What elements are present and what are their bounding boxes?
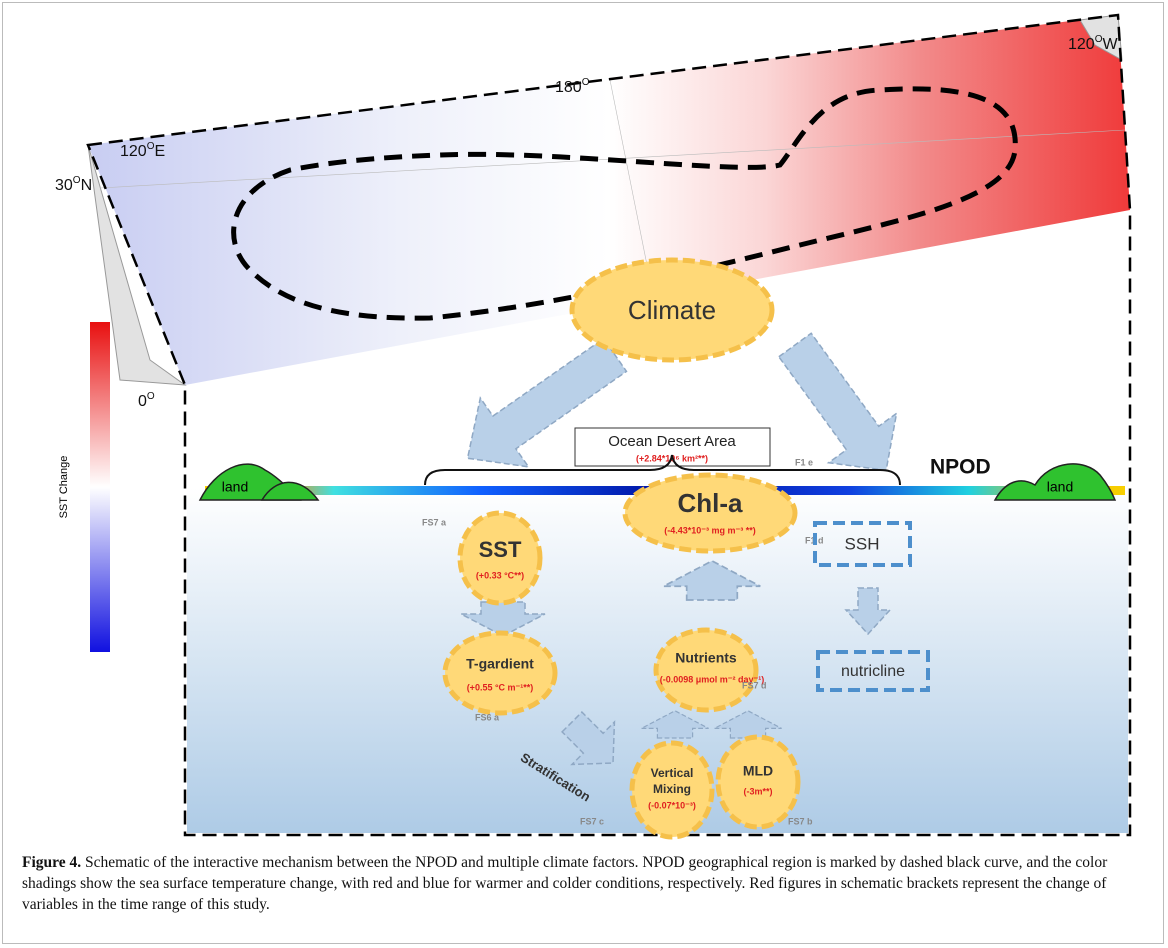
colorbar-label: SST Change <box>58 456 70 519</box>
land-label: land <box>1047 479 1073 495</box>
dashed-frame <box>86 13 1132 837</box>
deg: 120 <box>1068 36 1095 53</box>
sst-node <box>457 510 543 606</box>
ref-label: FS7 b <box>788 816 813 826</box>
lon-label: 120OW <box>1068 34 1118 54</box>
ref-label: FS7 c <box>580 816 604 826</box>
ref-label: FS7 a <box>422 517 447 527</box>
land-shape <box>993 463 1117 501</box>
node-value: (-3m**) <box>743 786 772 796</box>
figure: SST Change 120OE 180O 120OW 30ON 0O land… <box>55 13 1132 840</box>
ref-label: FS6 a <box>475 712 500 722</box>
node-value: (+0.33 °C**) <box>476 570 524 580</box>
ref-label: F1 e <box>795 457 813 467</box>
arrow <box>663 559 761 601</box>
arrow <box>844 587 892 636</box>
ssh-box <box>813 521 912 567</box>
dir: N <box>81 177 93 194</box>
node-value: (+0.55 °C m⁻¹**) <box>467 682 534 692</box>
climate-node <box>569 257 775 363</box>
node-title: SSH <box>845 534 880 553</box>
sup: O <box>582 77 590 88</box>
caption: Figure 4. Schematic of the interactive m… <box>22 852 1142 915</box>
nutricline-box <box>816 650 930 692</box>
node-title: nutricline <box>841 663 905 680</box>
land-shape <box>260 481 320 501</box>
ref-label: FS7 d <box>742 680 767 690</box>
arrow <box>460 601 546 637</box>
mixing-node <box>629 740 715 840</box>
node-title: Mixing <box>653 782 691 796</box>
node-title: T-gardient <box>466 656 534 672</box>
node-title: SST <box>479 537 522 562</box>
caption-text: Schematic of the interactive mechanism b… <box>22 854 1108 913</box>
tgradient-node <box>442 630 558 716</box>
node-value: (-4.43*10⁻³ mg m⁻³ **) <box>664 525 756 535</box>
mld-node <box>715 734 801 830</box>
sup: O <box>147 391 155 402</box>
node-value: (-0.0098 μmol m⁻² day⁻¹) <box>660 674 765 684</box>
sup: O <box>73 175 81 186</box>
node-title: Climate <box>628 295 716 325</box>
node-title: Nutrients <box>675 650 737 666</box>
sst-map <box>88 15 1130 385</box>
deg: 120 <box>120 143 147 160</box>
sup: O <box>147 141 155 152</box>
npod-boundary <box>231 86 1018 321</box>
deg: 180 <box>555 79 582 96</box>
arrow <box>641 710 709 739</box>
lat-label: 0O <box>138 391 155 411</box>
lat-label: 30ON <box>55 175 92 195</box>
node-title: Chl-a <box>678 488 744 518</box>
npod-label: NPOD <box>930 456 991 479</box>
sup: O <box>1095 34 1103 45</box>
node-title: MLD <box>743 763 773 779</box>
nutrients-node <box>653 627 759 713</box>
deg: 30 <box>55 177 73 194</box>
node-title: Ocean Desert Area <box>608 433 736 450</box>
deg: 0 <box>138 393 147 410</box>
lon-label: 120OE <box>120 141 165 161</box>
brace <box>424 454 901 486</box>
node-value: (-0.07*10⁻³) <box>648 800 696 810</box>
node-title: Vertical <box>651 766 694 780</box>
caption-label: Figure 4. <box>22 854 82 871</box>
colorbar <box>90 322 110 652</box>
arrow <box>777 332 898 472</box>
arrow <box>466 337 628 468</box>
land-area <box>87 144 187 386</box>
dir: E <box>154 143 165 160</box>
chla-node <box>622 472 798 554</box>
dir: W <box>1102 36 1118 53</box>
lon-label: 180O <box>555 77 590 97</box>
land-label: land <box>222 479 248 495</box>
